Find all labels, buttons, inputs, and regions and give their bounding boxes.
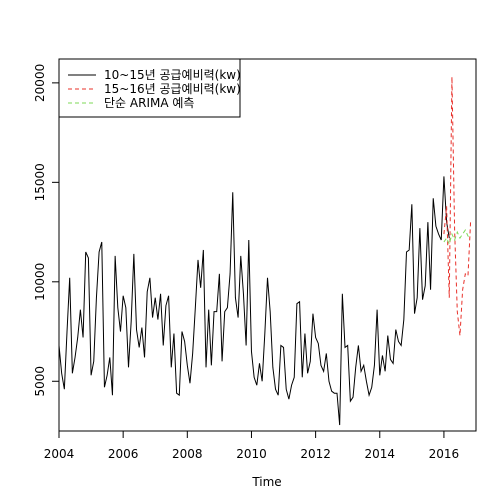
y-tick-label-2: 15000 xyxy=(33,163,47,201)
legend: 10~15년 공급예비력(kw) 15~16년 공급예비력(kw) 단순 ARI… xyxy=(58,58,241,118)
y-axis: 5000 10000 15000 20000 xyxy=(33,64,60,397)
y-tick-label-1: 10000 xyxy=(33,263,47,301)
series-line-0 xyxy=(58,176,450,426)
y-tick-label-3: 20000 xyxy=(33,64,47,102)
legend-label-2: 단순 ARIMA 예측 xyxy=(104,96,194,110)
x-axis: 2004 2006 2008 2010 2012 2014 2016 xyxy=(44,430,460,461)
x-tick-label-4: 2012 xyxy=(300,447,331,461)
y-tick-label-0: 5000 xyxy=(33,366,47,397)
legend-label-0: 10~15년 공급예비력(kw) xyxy=(104,68,241,82)
x-tick-label-0: 2004 xyxy=(44,447,75,461)
x-tick-label-5: 2014 xyxy=(364,447,395,461)
x-tick-label-3: 2010 xyxy=(236,447,267,461)
legend-box xyxy=(58,58,241,118)
series-line-2 xyxy=(443,229,471,246)
x-tick-label-2: 2008 xyxy=(172,447,203,461)
x-axis-title: Time xyxy=(251,475,281,489)
x-tick-label-1: 2006 xyxy=(108,447,139,461)
series-lines xyxy=(58,76,472,426)
x-tick-label-6: 2016 xyxy=(429,447,460,461)
series-line-1 xyxy=(443,76,472,336)
legend-label-1: 15~16년 공급예비력(kw) xyxy=(104,82,241,96)
